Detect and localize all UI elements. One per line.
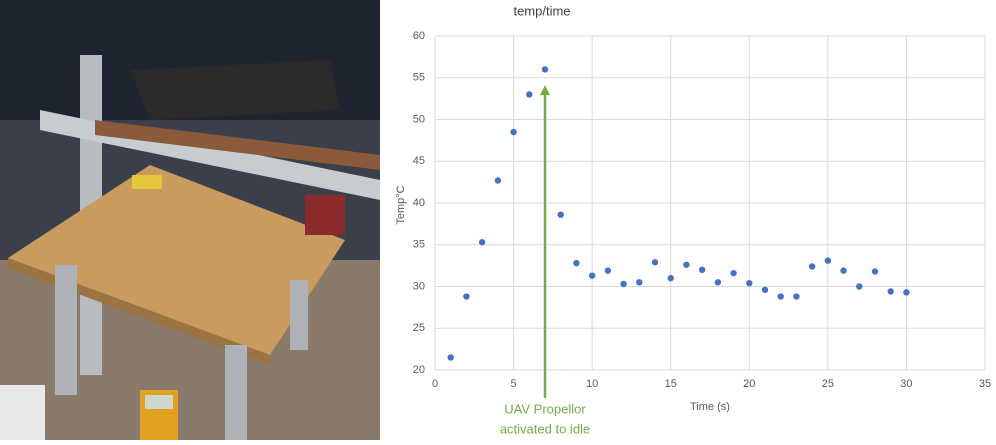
y-tick-label: 20 [413,364,425,376]
y-tick-label: 30 [413,280,425,292]
data-point [463,293,470,300]
chart-title: temp/time [513,3,570,18]
data-point [588,272,596,279]
y-tick-label: 60 [413,30,425,42]
y-tick-label: 40 [413,197,425,209]
data-point [557,211,564,218]
x-tick-label: 15 [665,378,677,390]
data-point [824,257,832,264]
data-point [478,239,486,246]
data-point [667,274,674,282]
data-point [840,267,847,274]
y-tick-label: 55 [413,72,425,84]
annotation-text: activated to idle [500,421,590,436]
data-point [620,280,627,288]
annotation-text: UAV Propellor [504,401,586,416]
photo-motor [305,195,345,235]
data-point [777,293,784,300]
data-point [447,354,454,361]
data-point [793,293,800,300]
photo-leg [225,345,247,440]
x-tick-label: 10 [586,378,598,390]
y-tick-label: 25 [413,322,425,334]
annotation-arrowhead [540,85,550,96]
photo-spool [132,175,162,189]
data-point [494,177,502,184]
photo-leg [290,280,308,350]
data-point [808,263,816,270]
x-axis-label: Time (s) [690,401,730,413]
data-point [651,259,659,266]
data-point [526,91,533,98]
x-tick-label: 5 [511,378,517,390]
data-point [573,259,580,267]
x-tick-label: 25 [822,378,834,390]
data-point [903,289,910,296]
data-point [510,128,517,136]
data-point [604,267,612,274]
photo-box [0,385,45,440]
data-point [714,279,722,286]
y-tick-label: 50 [413,113,425,125]
data-point [541,66,549,73]
photo-meter-screen [145,395,173,409]
y-tick-label: 35 [413,239,425,251]
x-tick-label: 30 [900,378,912,390]
data-point [856,283,863,290]
photo-leg [55,265,77,395]
photo-rail [95,120,380,170]
data-point [698,266,706,273]
y-tick-label: 45 [413,155,425,167]
data-point [683,261,690,268]
photo-drone [130,60,340,120]
data-point [761,286,769,294]
data-point [871,268,879,275]
data-point [636,279,643,286]
data-point [746,279,753,287]
y-axis-label: Temp°C [395,185,407,224]
photo [0,0,380,440]
data-point [730,269,737,277]
x-tick-label: 20 [743,378,755,390]
x-tick-label: 0 [432,378,438,390]
photo-table [8,165,345,355]
data-point [887,288,894,295]
x-tick-label: 35 [979,378,991,390]
